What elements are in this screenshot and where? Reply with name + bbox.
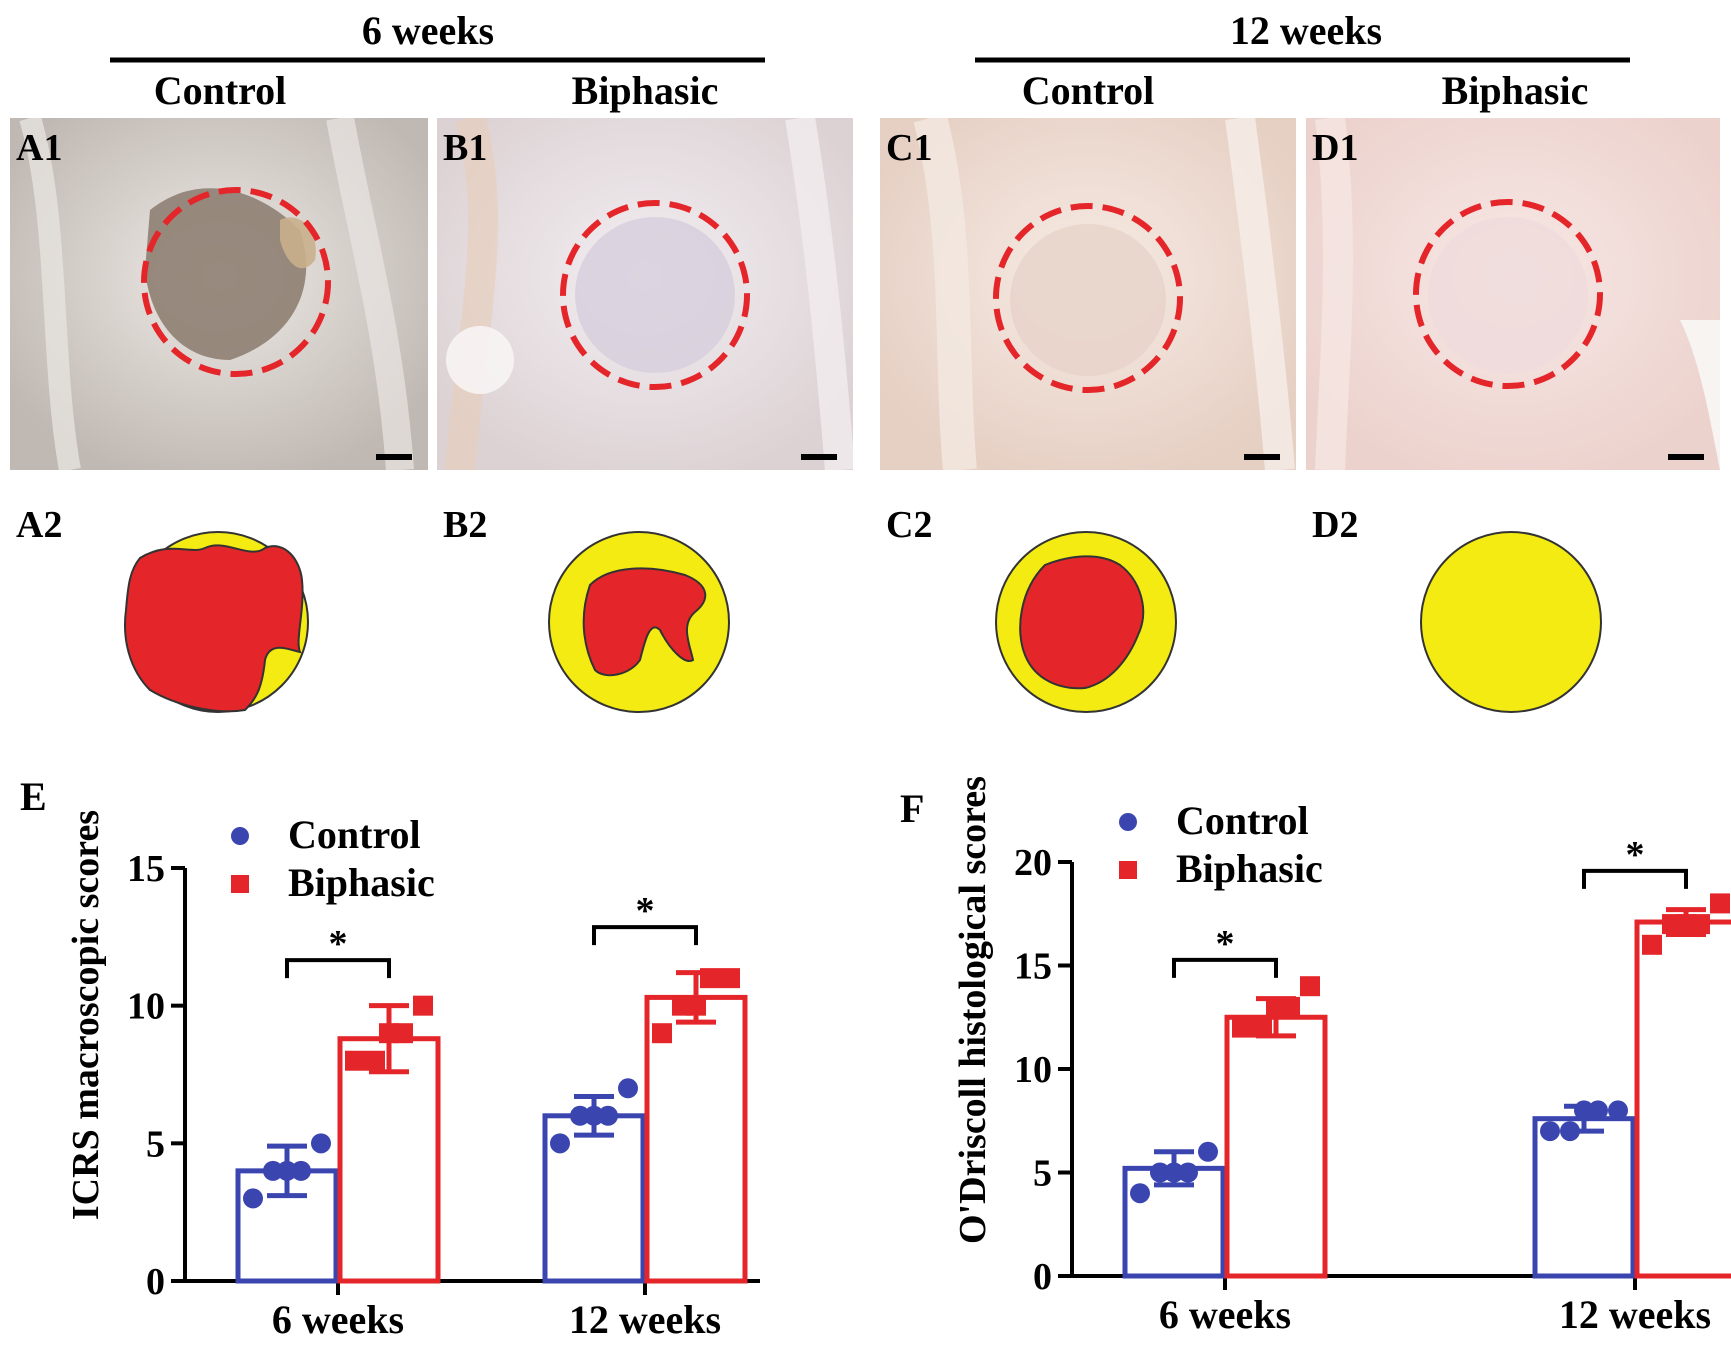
significance-star: * — [329, 923, 348, 965]
data-point-control — [291, 1160, 311, 1181]
legend-marker-biphasic — [1119, 861, 1137, 879]
column-header-control-6w: Control — [154, 68, 287, 113]
x-tick-label: 12 weeks — [1559, 1292, 1711, 1337]
schematic-c2 — [995, 531, 1177, 713]
chart-e-panel-label: E — [20, 774, 47, 819]
bar-biphasic — [1224, 1014, 1328, 1279]
data-point-biphasic — [686, 995, 706, 1016]
group-header-6-weeks: 6 weeks — [362, 8, 494, 53]
data-point-control — [1130, 1183, 1150, 1204]
x-tick-label: 6 weeks — [272, 1297, 404, 1342]
data-point-control — [570, 1105, 590, 1126]
significance-bracket — [1582, 868, 1688, 889]
data-point-biphasic — [393, 1023, 413, 1044]
data-point-biphasic — [1690, 914, 1710, 935]
legend-marker-control — [231, 827, 249, 845]
significance-bracket — [1172, 957, 1278, 978]
x-tick-label: 12 weeks — [569, 1297, 721, 1342]
data-point-control — [277, 1160, 297, 1181]
y-tick-label: 10 — [1014, 1049, 1052, 1091]
y-tick-label: 5 — [1033, 1153, 1052, 1195]
data-point-biphasic — [413, 995, 433, 1016]
schematic-d2 — [1420, 531, 1602, 713]
chart-e: E ICRS macroscopic scores 0 5 10 15 6 weeks *… — [20, 774, 760, 1342]
data-point-control — [1588, 1100, 1608, 1121]
y-tick-label: 0 — [146, 1261, 165, 1303]
column-header-biphasic-6w: Biphasic — [572, 68, 719, 113]
data-point-biphasic — [652, 1023, 672, 1044]
data-point-biphasic — [1300, 976, 1320, 997]
data-point-control — [311, 1133, 331, 1154]
data-point-control — [1608, 1100, 1628, 1121]
data-point-biphasic — [1252, 1017, 1272, 1038]
data-point-control — [1150, 1162, 1170, 1183]
y-tick-label: 20 — [1014, 842, 1052, 884]
y-tick-label: 0 — [1033, 1256, 1052, 1298]
chart-f: F O'Driscoll histological scores 0 5 10 15 2… — [900, 776, 1731, 1337]
schematic-label-c2: C2 — [886, 504, 932, 546]
photo-panel-label-b1: B1 — [443, 127, 487, 169]
photo-panel-b1 — [437, 118, 853, 470]
data-point-biphasic — [720, 968, 740, 989]
legend-label-biphasic: Biphasic — [1176, 846, 1323, 891]
x-tick-label: 6 weeks — [1159, 1292, 1291, 1337]
y-tick-label: 15 — [1014, 946, 1052, 988]
data-point-control — [584, 1105, 604, 1126]
data-point-control — [618, 1078, 638, 1099]
legend-label-biphasic: Biphasic — [288, 860, 435, 905]
chart-e-ylabel: ICRS macroscopic scores — [65, 810, 107, 1220]
legend-marker-control — [1119, 813, 1137, 831]
significance-star: * — [1626, 834, 1645, 876]
chart-f-ylabel: O'Driscoll histological scores — [952, 776, 994, 1244]
data-point-control — [1574, 1100, 1594, 1121]
data-point-control — [243, 1188, 263, 1209]
data-point-control — [598, 1105, 618, 1126]
schematic-b2 — [548, 531, 730, 713]
schematic-label-a2: A2 — [16, 504, 62, 546]
data-point-biphasic — [700, 968, 720, 989]
data-point-biphasic — [1642, 934, 1662, 955]
significance-bracket — [285, 958, 391, 979]
data-point-biphasic — [365, 1050, 385, 1071]
data-point-control — [1560, 1121, 1580, 1142]
schematic-a2 — [124, 531, 309, 713]
data-point-biphasic — [345, 1050, 365, 1071]
photo-panel-c1 — [880, 118, 1296, 470]
photo-panel-label-a1: A1 — [16, 127, 62, 169]
legend-label-control: Control — [288, 812, 421, 857]
significance-bracket — [592, 925, 698, 946]
photo-panel-d1 — [1306, 118, 1720, 470]
data-point-control — [1178, 1162, 1198, 1183]
schematic-label-d2: D2 — [1312, 504, 1358, 546]
data-point-control — [1164, 1162, 1184, 1183]
chart-f-panel-label: F — [900, 786, 924, 831]
y-tick-label: 10 — [127, 986, 165, 1028]
data-point-control — [1540, 1121, 1560, 1142]
column-header-control-12w: Control — [1022, 68, 1155, 113]
data-point-control — [1198, 1141, 1218, 1162]
legend-marker-biphasic — [231, 875, 249, 893]
legend-label-control: Control — [1176, 798, 1309, 843]
bar-biphasic — [1634, 919, 1731, 1279]
data-point-biphasic — [1710, 893, 1730, 914]
y-tick-label: 5 — [146, 1123, 165, 1165]
y-tick-label: 15 — [127, 848, 165, 890]
significance-star: * — [1216, 923, 1235, 965]
bar-control — [1532, 1116, 1636, 1279]
data-point-biphasic — [1280, 996, 1300, 1017]
data-point-control — [550, 1133, 570, 1154]
column-header-biphasic-12w: Biphasic — [1442, 68, 1589, 113]
photo-panel-label-c1: C1 — [886, 127, 932, 169]
schematic-label-b2: B2 — [443, 504, 487, 546]
significance-star: * — [636, 890, 655, 932]
data-point-biphasic — [1232, 1017, 1252, 1038]
group-header-12-weeks: 12 weeks — [1230, 8, 1382, 53]
bar-biphasic — [337, 1036, 441, 1284]
data-point-control — [263, 1160, 283, 1181]
photo-panel-a1 — [10, 118, 428, 470]
photo-panel-label-d1: D1 — [1312, 127, 1358, 169]
